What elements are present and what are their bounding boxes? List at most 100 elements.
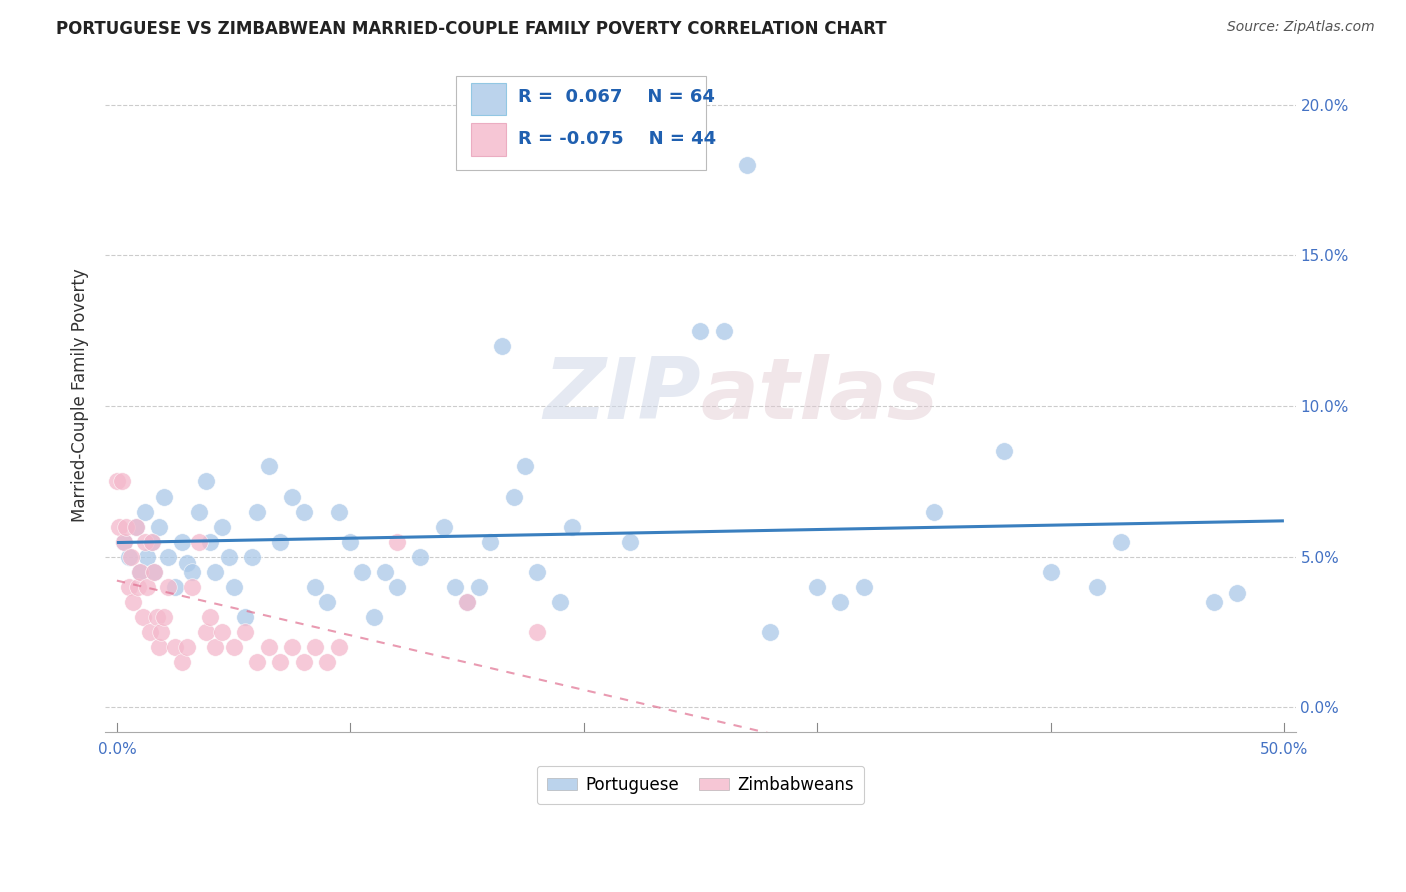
Point	[456, 595, 478, 609]
Point	[852, 580, 875, 594]
Point	[204, 565, 226, 579]
Point	[339, 534, 361, 549]
Point	[479, 534, 502, 549]
Point	[689, 324, 711, 338]
Point	[269, 534, 291, 549]
FancyBboxPatch shape	[471, 123, 506, 156]
Point	[1039, 565, 1062, 579]
Text: 50.0%: 50.0%	[1260, 741, 1308, 756]
FancyBboxPatch shape	[471, 83, 506, 115]
Text: R =  0.067    N = 64: R = 0.067 N = 64	[519, 88, 716, 106]
Point	[806, 580, 828, 594]
Point	[134, 534, 156, 549]
Point	[363, 610, 385, 624]
Point	[131, 610, 153, 624]
Point	[165, 580, 187, 594]
Point	[129, 565, 152, 579]
Text: R = -0.075    N = 44: R = -0.075 N = 44	[519, 130, 717, 148]
Point	[1109, 534, 1132, 549]
Point	[165, 640, 187, 655]
Point	[292, 505, 315, 519]
Point	[515, 459, 537, 474]
Point	[922, 505, 945, 519]
Point	[218, 549, 240, 564]
Text: ZIP: ZIP	[543, 354, 700, 437]
Point	[550, 595, 572, 609]
Point	[172, 655, 194, 669]
Point	[491, 339, 513, 353]
Point	[194, 625, 217, 640]
Point	[233, 625, 256, 640]
Point	[246, 505, 269, 519]
Point	[211, 519, 233, 533]
Point	[993, 444, 1015, 458]
Point	[105, 475, 128, 489]
Point	[1085, 580, 1108, 594]
Point	[240, 549, 263, 564]
Point	[409, 549, 432, 564]
Point	[124, 519, 146, 533]
Point	[385, 580, 408, 594]
Point	[143, 565, 166, 579]
Point	[136, 549, 159, 564]
Point	[143, 565, 166, 579]
Point	[433, 519, 456, 533]
Text: atlas: atlas	[700, 354, 939, 437]
Point	[316, 655, 339, 669]
Point	[222, 580, 245, 594]
Point	[108, 519, 131, 533]
Point	[350, 565, 373, 579]
Point	[281, 640, 304, 655]
Point	[374, 565, 396, 579]
Point	[233, 610, 256, 624]
Point	[152, 490, 174, 504]
Point	[141, 534, 163, 549]
Point	[180, 580, 202, 594]
Point	[115, 519, 138, 533]
Text: Source: ZipAtlas.com: Source: ZipAtlas.com	[1227, 20, 1375, 34]
Point	[117, 580, 139, 594]
Point	[110, 475, 132, 489]
Point	[211, 625, 233, 640]
Point	[1226, 586, 1249, 600]
Point	[122, 595, 145, 609]
Point	[467, 580, 489, 594]
Point	[456, 595, 478, 609]
Point	[269, 655, 291, 669]
Point	[316, 595, 339, 609]
Point	[187, 505, 209, 519]
Point	[157, 580, 180, 594]
Point	[200, 534, 222, 549]
Point	[444, 580, 467, 594]
Point	[385, 534, 408, 549]
Y-axis label: Married-Couple Family Poverty: Married-Couple Family Poverty	[72, 268, 89, 523]
Point	[127, 580, 149, 594]
Point	[145, 610, 167, 624]
Point	[830, 595, 852, 609]
Legend: Portuguese, Zimbabweans: Portuguese, Zimbabweans	[537, 766, 863, 804]
Point	[257, 640, 280, 655]
Point	[304, 640, 326, 655]
Point	[157, 549, 180, 564]
Point	[148, 640, 170, 655]
Point	[141, 534, 163, 549]
Point	[176, 556, 198, 570]
Point	[150, 625, 173, 640]
Point	[124, 519, 146, 533]
Point	[526, 565, 548, 579]
Text: 0.0%: 0.0%	[97, 741, 136, 756]
Point	[257, 459, 280, 474]
Point	[328, 640, 350, 655]
Point	[502, 490, 524, 504]
Point	[759, 625, 782, 640]
Point	[713, 324, 735, 338]
Point	[561, 519, 583, 533]
Point	[222, 640, 245, 655]
Point	[526, 625, 548, 640]
Point	[187, 534, 209, 549]
Point	[112, 534, 135, 549]
Point	[138, 625, 160, 640]
Point	[246, 655, 269, 669]
Point	[176, 640, 198, 655]
FancyBboxPatch shape	[457, 77, 706, 170]
